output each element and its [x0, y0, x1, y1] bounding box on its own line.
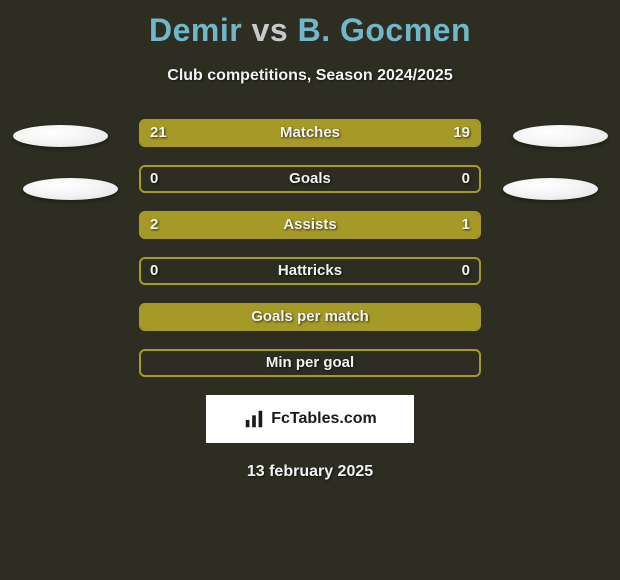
- stat-value-right: 0: [462, 165, 470, 193]
- subtitle: Club competitions, Season 2024/2025: [0, 67, 620, 85]
- stat-row: Min per goal: [0, 349, 620, 377]
- stat-value-left: 2: [150, 211, 158, 239]
- stat-row: Hattricks00: [0, 257, 620, 285]
- date-text: 13 february 2025: [0, 463, 620, 481]
- stat-bar: [139, 119, 481, 147]
- right-ellipse-2: [503, 178, 598, 200]
- right-ellipse-1: [513, 125, 608, 147]
- bar-chart-icon: [243, 408, 265, 430]
- stat-value-right: 19: [453, 119, 470, 147]
- title-player2: B. Gocmen: [298, 12, 471, 48]
- stat-value-left: 21: [150, 119, 167, 147]
- stat-bar: [139, 211, 481, 239]
- bar-fill: [141, 305, 479, 329]
- left-ellipse-1: [13, 125, 108, 147]
- stat-row: Goals per match: [0, 303, 620, 331]
- page-title: Demir vs B. Gocmen: [0, 0, 620, 49]
- stats-container: Matches2119Goals00Assists21Hattricks00Go…: [0, 119, 620, 377]
- bar-fill: [141, 121, 479, 145]
- stat-bar: [139, 257, 481, 285]
- stat-bar: [139, 349, 481, 377]
- stat-value-right: 1: [462, 211, 470, 239]
- fctables-badge[interactable]: FcTables.com: [206, 395, 414, 443]
- title-vs: vs: [252, 12, 289, 48]
- bar-fill: [141, 213, 479, 237]
- stat-value-right: 0: [462, 257, 470, 285]
- badge-text: FcTables.com: [271, 410, 377, 428]
- left-ellipse-2: [23, 178, 118, 200]
- title-player1: Demir: [149, 12, 242, 48]
- stat-row: Assists21: [0, 211, 620, 239]
- stat-bar: [139, 303, 481, 331]
- stat-value-left: 0: [150, 165, 158, 193]
- stat-bar: [139, 165, 481, 193]
- stat-value-left: 0: [150, 257, 158, 285]
